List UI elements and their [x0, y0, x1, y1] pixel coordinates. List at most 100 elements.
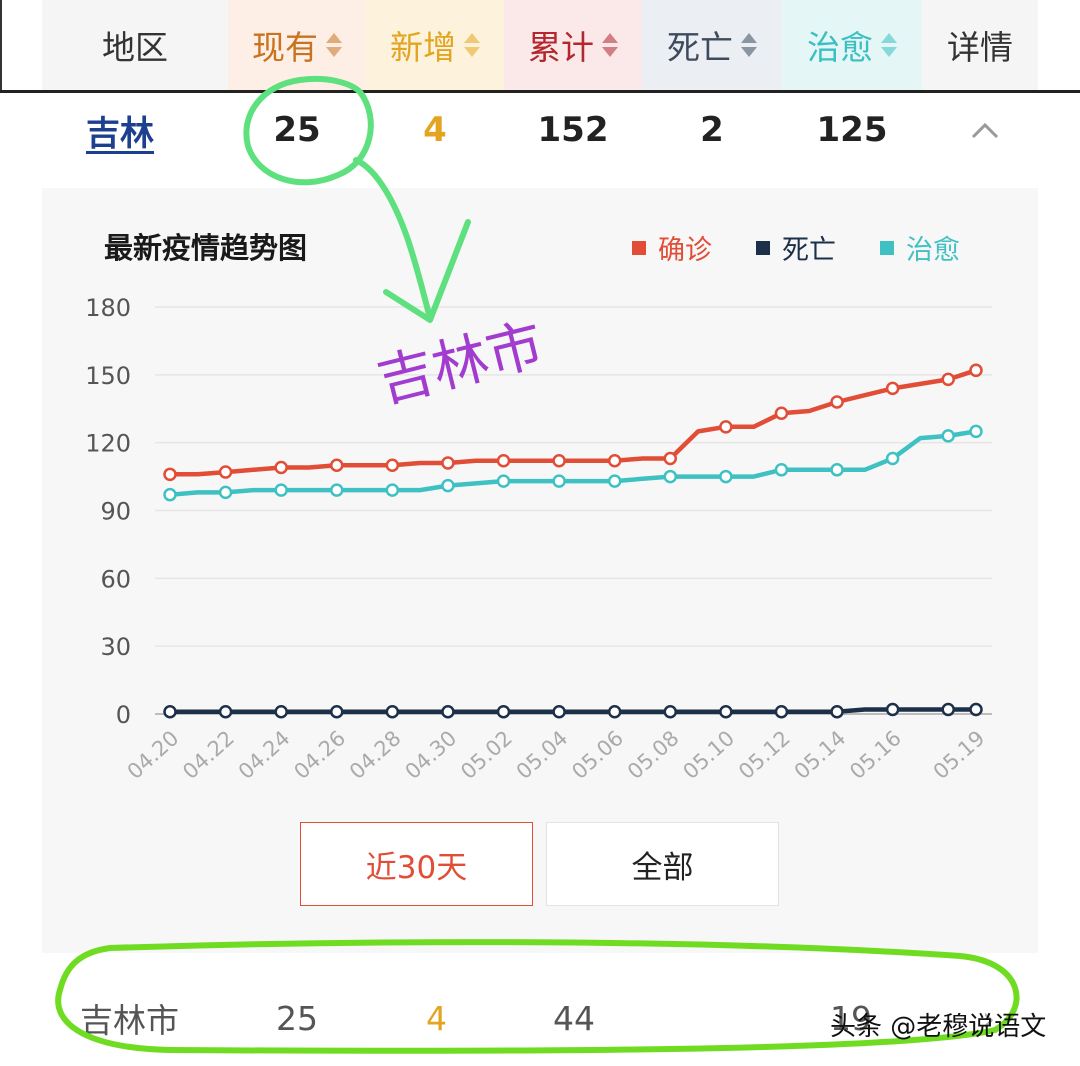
data-point: [441, 456, 455, 470]
data-point: [719, 420, 733, 434]
header-label-new: 新增: [390, 28, 456, 67]
sort-icon[interactable]: [881, 33, 897, 57]
x-tick-label: 05.08: [623, 726, 684, 784]
data-point: [969, 424, 983, 439]
data-point: [552, 474, 566, 488]
x-tick-label: 05.02: [456, 726, 517, 784]
left-edge-line: [0, 0, 2, 90]
header-label-region: 地区: [102, 28, 168, 67]
data-point: [607, 454, 622, 468]
data-point: [330, 483, 344, 497]
sort-icon[interactable]: [326, 33, 342, 57]
data-point: [218, 485, 233, 500]
y-tick-label: 90: [100, 498, 131, 526]
y-tick-label: 0: [116, 701, 131, 729]
legend-deaths[interactable]: 死亡: [756, 228, 836, 267]
header-col-cured[interactable]: 治愈: [782, 0, 922, 90]
collapse-button[interactable]: [950, 100, 1020, 160]
y-tick-label: 60: [100, 565, 131, 593]
data-point: [663, 451, 678, 466]
sort-desc-icon: [741, 47, 757, 57]
all-time-button[interactable]: 全部: [546, 822, 779, 906]
data-point: [663, 704, 678, 719]
data-point: [163, 704, 177, 719]
data-point: [941, 702, 955, 717]
x-tick-label: 05.04: [512, 726, 573, 784]
sort-icon[interactable]: [464, 33, 480, 57]
data-point: [274, 483, 288, 497]
x-tick-label: 05.10: [678, 726, 739, 784]
data-point: [885, 381, 900, 396]
city-new-count: 4: [426, 998, 447, 1038]
series-line: [167, 368, 979, 477]
data-point: [830, 463, 844, 477]
data-point: [885, 702, 900, 717]
legend-label-deaths: 死亡: [782, 235, 836, 266]
chart-title: 最新疫情趋势图: [104, 231, 308, 265]
header-col-region: 地区: [42, 0, 228, 90]
city-name[interactable]: 吉林市: [80, 1001, 179, 1040]
y-tick-label: 150: [85, 362, 131, 390]
data-point: [330, 458, 344, 473]
data-point: [607, 474, 622, 488]
header-col-deaths[interactable]: 死亡: [642, 0, 782, 90]
x-tick-label: 04.20: [123, 726, 184, 784]
data-point: [774, 406, 789, 421]
region-link[interactable]: 吉林: [42, 100, 198, 160]
data-point: [885, 451, 900, 466]
header-col-detail: 详情: [922, 0, 1038, 90]
sort-asc-icon: [326, 33, 342, 43]
region-name[interactable]: 吉林: [86, 113, 154, 154]
x-tick-label: 04.26: [289, 726, 350, 784]
watermark: 头条 @老穆说语文: [830, 1012, 1047, 1042]
sort-icon[interactable]: [602, 33, 618, 57]
data-point: [163, 487, 177, 502]
x-tick-label: 04.30: [401, 726, 462, 784]
header-col-current[interactable]: 现有: [228, 0, 366, 90]
cured-count: 125: [816, 110, 888, 150]
recent-30-days-button[interactable]: 近30天: [300, 822, 533, 906]
data-point: [552, 454, 566, 468]
x-tick-label: 05.14: [790, 726, 851, 784]
x-tick-label: 05.06: [567, 726, 628, 784]
data-point: [496, 704, 511, 719]
header-label-deaths: 死亡: [667, 28, 733, 67]
data-point: [330, 704, 344, 719]
header-col-total[interactable]: 累计: [504, 0, 642, 90]
data-point: [941, 429, 955, 443]
sort-icon[interactable]: [741, 33, 757, 57]
sort-desc-icon: [464, 47, 480, 57]
data-point: [218, 465, 233, 479]
header-divider: [0, 90, 1080, 93]
sort-asc-icon: [464, 33, 480, 43]
header-label-current: 现有: [252, 28, 318, 67]
data-point: [274, 704, 288, 719]
total-count: 152: [537, 110, 609, 150]
data-point: [496, 474, 511, 488]
header-col-new[interactable]: 新增: [366, 0, 504, 90]
sort-desc-icon: [602, 47, 618, 57]
data-point: [663, 469, 678, 484]
x-tick-label: 05.19: [929, 726, 990, 784]
legend-confirmed[interactable]: 确诊: [632, 228, 712, 267]
data-point: [969, 363, 983, 378]
data-point: [163, 467, 177, 482]
sort-desc-icon: [881, 47, 897, 57]
data-point: [607, 704, 622, 719]
new-count: 4: [423, 110, 447, 150]
data-point: [969, 702, 983, 717]
data-point: [274, 460, 288, 475]
x-tick-label: 04.24: [234, 726, 295, 784]
city-current-count: 25: [276, 998, 318, 1038]
data-point: [941, 372, 955, 387]
series-line: [167, 707, 979, 714]
sort-asc-icon: [881, 33, 897, 43]
legend-cured[interactable]: 治愈: [880, 228, 960, 267]
y-tick-label: 30: [100, 633, 131, 661]
x-tick-label: 05.16: [845, 726, 906, 784]
legend-label-cured: 治愈: [906, 235, 960, 266]
data-point: [719, 469, 733, 484]
data-point: [441, 704, 455, 719]
data-point: [385, 458, 400, 473]
legend-swatch-deaths: [756, 240, 770, 255]
